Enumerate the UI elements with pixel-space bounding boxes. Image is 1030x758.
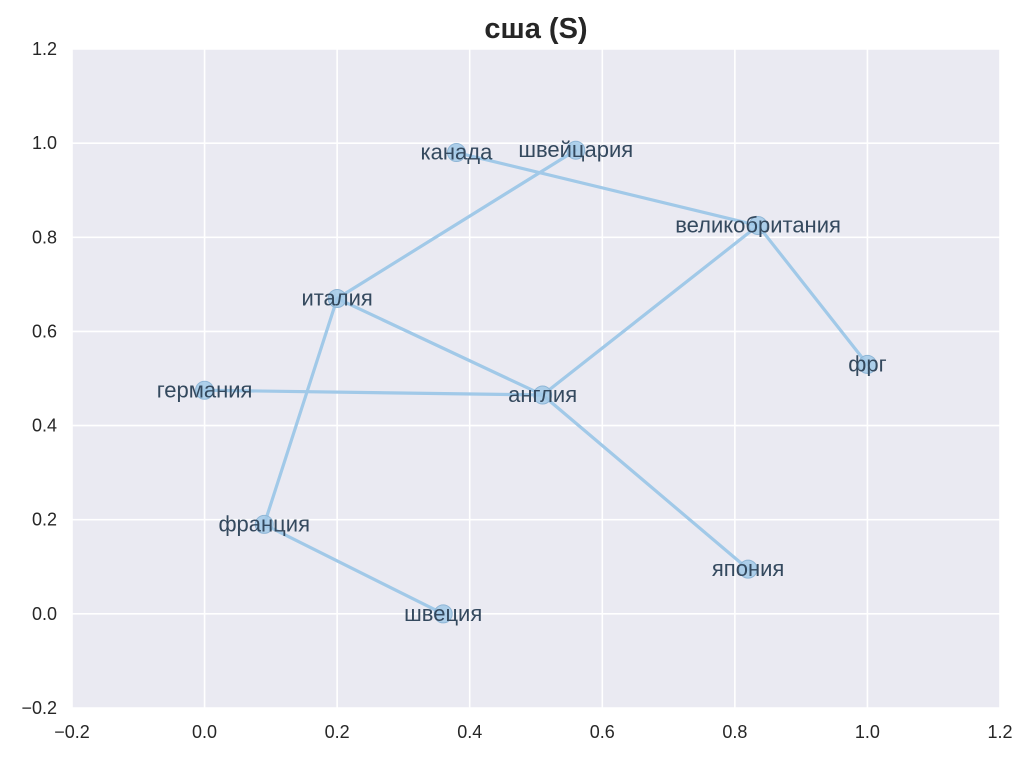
- edge-line: [335, 296, 545, 397]
- edges: [202, 148, 870, 616]
- point-label: англия: [508, 382, 577, 407]
- x-tick-label: 0.2: [325, 722, 350, 742]
- x-tick-label: −0.2: [54, 722, 90, 742]
- plot-area: [72, 49, 1000, 708]
- edge-line: [202, 388, 545, 397]
- data-point: [433, 604, 453, 624]
- edge-line: [756, 223, 870, 366]
- x-tick-label: 0.4: [457, 722, 482, 742]
- chart-title: сша (S): [484, 13, 587, 45]
- data-point: [738, 559, 758, 579]
- point-label: великобритания: [675, 213, 841, 238]
- y-tick-label: 0.6: [32, 321, 57, 341]
- edge-line: [262, 296, 339, 527]
- data-point: [566, 140, 586, 160]
- edge-line: [541, 223, 760, 397]
- x-tick-label: 1.2: [987, 722, 1012, 742]
- x-tick-label: 1.0: [855, 722, 880, 742]
- edge-line: [541, 393, 750, 571]
- data-point: [446, 143, 466, 163]
- y-tick-label: 0.0: [32, 604, 57, 624]
- data-point: [748, 216, 768, 236]
- data-point: [254, 514, 274, 534]
- point-label: швеция: [404, 601, 482, 626]
- point-label: италия: [301, 285, 372, 310]
- data-point: [195, 380, 215, 400]
- x-tick-label: 0.6: [590, 722, 615, 742]
- data-point: [327, 288, 347, 308]
- tick-labels: −0.2 0.0 0.2 0.4 0.6 0.8 1.0 1.2 −0.2 0.0 0.2 0.4 0.…: [21, 39, 1012, 742]
- edge-line: [335, 148, 578, 301]
- point-label: германия: [157, 377, 253, 402]
- data-point: [533, 385, 553, 405]
- point-label: швейцария: [518, 137, 633, 162]
- x-tick-label: 0.0: [192, 722, 217, 742]
- y-tick-label: 0.2: [32, 510, 57, 530]
- y-tick-label: 1.0: [32, 133, 57, 153]
- y-tick-label: 0.8: [32, 227, 57, 247]
- point-label: канада: [421, 140, 494, 165]
- point-labels: германия франция италия швеция канада англия ш…: [157, 137, 887, 626]
- x-tick-label: 0.8: [722, 722, 747, 742]
- y-tick-label: 0.4: [32, 416, 57, 436]
- point-label: япония: [712, 556, 784, 581]
- data-point: [857, 354, 877, 374]
- points: [195, 140, 877, 624]
- edge-line: [454, 150, 760, 228]
- grid: [71, 48, 1001, 709]
- edge-line: [262, 522, 445, 616]
- point-label: франция: [218, 511, 310, 536]
- point-label: фрг: [848, 351, 886, 376]
- y-tick-label: 1.2: [32, 39, 57, 59]
- y-tick-label: −0.2: [21, 698, 57, 718]
